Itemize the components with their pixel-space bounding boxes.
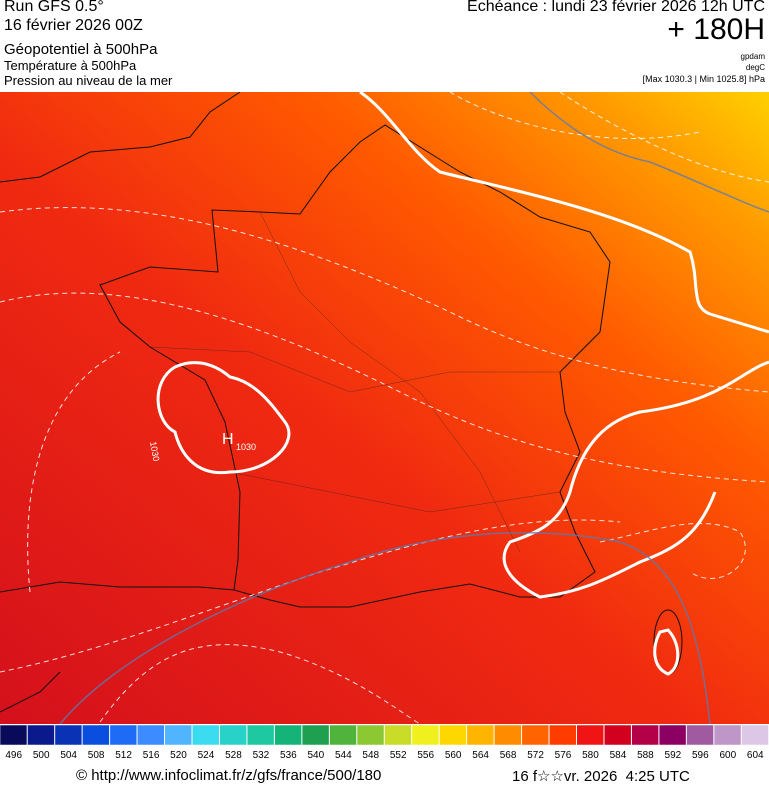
scale-label: 508 xyxy=(88,750,105,761)
scale-label: 516 xyxy=(143,750,160,761)
scale-swatch xyxy=(439,725,467,746)
scale-swatch xyxy=(549,725,577,746)
high-pressure: H xyxy=(222,431,234,448)
scale-label: 600 xyxy=(719,750,736,761)
scale-swatch xyxy=(246,725,275,746)
lead-time: + 180H xyxy=(667,13,765,46)
isobar-label: 1030 xyxy=(148,441,161,462)
isobar-label: 1030 xyxy=(236,442,256,452)
scale-swatch xyxy=(603,725,632,746)
scale-swatch xyxy=(658,725,687,746)
scale-label: 564 xyxy=(472,750,489,761)
scale-label: 548 xyxy=(362,750,379,761)
scale-label: 552 xyxy=(390,750,407,761)
scale-swatch xyxy=(301,725,330,746)
isobars xyxy=(156,92,769,676)
scale-swatch xyxy=(274,725,302,746)
scale-swatch xyxy=(713,725,742,746)
scale-label: 580 xyxy=(582,750,599,761)
color-scale: 496 500 504 508 512 516 520 524 528 532 536 540 544 5… xyxy=(0,725,769,761)
scale-swatch xyxy=(137,725,165,746)
scale-label: 560 xyxy=(445,750,462,761)
temperature-line xyxy=(59,92,769,724)
map: H 1030 1030 xyxy=(0,92,769,724)
borders xyxy=(149,211,561,553)
scale-label: 544 xyxy=(335,750,352,761)
scale-label: 568 xyxy=(500,750,517,761)
field: Pression au niveau de la mer xyxy=(4,73,173,88)
scale-label: 540 xyxy=(307,750,324,761)
scale-swatch xyxy=(411,725,440,746)
scale-swatch xyxy=(219,725,247,746)
pressure-range: [Max 1030.3 | Min 1025.8] hPa xyxy=(642,74,765,84)
scale-swatch xyxy=(27,725,55,746)
field: Géopotentiel à 500hPa xyxy=(4,41,158,58)
scale-label: 604 xyxy=(747,750,764,761)
scale-swatch xyxy=(0,725,28,746)
echeance: Echéance : lundi 23 février 2026 12h UTC xyxy=(467,0,765,15)
scale-swatch xyxy=(521,725,550,746)
scale-swatch xyxy=(164,725,193,746)
scale-swatch xyxy=(109,725,138,746)
scale-swatch xyxy=(384,725,412,746)
scale-swatch xyxy=(192,725,220,746)
scale-swatch xyxy=(576,725,604,746)
field: Température à 500hPa xyxy=(4,58,137,73)
scale-label: 500 xyxy=(33,750,50,761)
scale-swatch xyxy=(356,725,385,746)
scale-label: 496 xyxy=(5,750,22,761)
generated-time: 16 f☆☆vr. 2026 4:25 UTC xyxy=(512,768,690,785)
source-url: © http://www.infoclimat.fr/z/gfs/france/… xyxy=(76,767,382,784)
scale-swatch xyxy=(494,725,522,746)
scale-label: 532 xyxy=(253,750,270,761)
unit: degC xyxy=(745,63,765,72)
scale-label: 592 xyxy=(665,750,682,761)
scale-swatch xyxy=(631,725,659,746)
scale-swatch xyxy=(329,725,357,746)
scale-swatch xyxy=(82,725,110,746)
scale-label: 596 xyxy=(692,750,709,761)
scale-label: 512 xyxy=(115,750,132,761)
coastlines xyxy=(0,92,683,713)
field-background xyxy=(0,92,769,724)
run: Run GFS 0.5° xyxy=(4,0,104,15)
scale-label: 528 xyxy=(225,750,242,761)
run-date: 16 février 2026 00Z xyxy=(4,17,143,34)
scale-swatch xyxy=(741,725,769,746)
scale-label: 536 xyxy=(280,750,297,761)
scale-label: 524 xyxy=(198,750,215,761)
scale-label: 520 xyxy=(170,750,187,761)
scale-label: 588 xyxy=(637,750,654,761)
scale-label: 572 xyxy=(527,750,544,761)
scale-swatch xyxy=(466,725,495,746)
scale-label: 584 xyxy=(610,750,627,761)
unit: gpdam xyxy=(740,52,765,61)
scale-swatch xyxy=(54,725,83,746)
scale-label: 576 xyxy=(555,750,572,761)
scale-swatch xyxy=(686,725,714,746)
scale-label: 556 xyxy=(417,750,434,761)
scale-label: 504 xyxy=(60,750,77,761)
